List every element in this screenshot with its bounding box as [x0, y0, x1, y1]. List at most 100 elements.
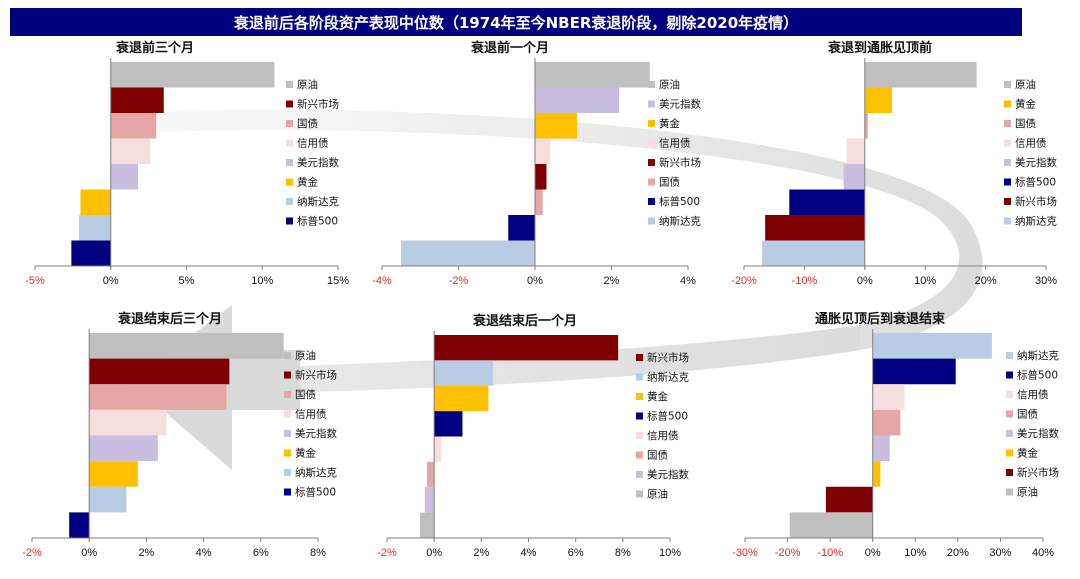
legend-item: 黄金 — [648, 117, 680, 130]
legend-item: 新兴市场 — [286, 98, 339, 111]
legend-label: 新兴市场 — [647, 351, 689, 364]
legend-swatch — [1006, 352, 1013, 359]
x-tick-label: 0% — [857, 275, 873, 287]
legend-swatch — [286, 217, 293, 225]
legend-label: 纳斯达克 — [1017, 349, 1059, 362]
x-tick-label: 4% — [521, 547, 537, 559]
x-tick-label: 40% — [1032, 547, 1054, 559]
x-tick-label: 15% — [327, 275, 349, 287]
bar-纳斯达克 — [762, 240, 865, 266]
bar-原油 — [110, 62, 275, 88]
legend-swatch — [648, 139, 655, 147]
bar-纳斯达克 — [401, 240, 535, 266]
legend-item: 国债 — [1006, 408, 1038, 421]
bar-黄金 — [434, 385, 489, 412]
legend-swatch — [1004, 120, 1011, 127]
legend-item: 信用债 — [1004, 137, 1047, 150]
bar-国债 — [427, 461, 435, 488]
x-tick-label: 4% — [196, 547, 212, 559]
x-tick-label: -2% — [377, 547, 397, 559]
legend-item: 美元指数 — [648, 98, 701, 111]
legend-item: 信用债 — [648, 137, 691, 150]
x-tick-label: 20% — [975, 275, 997, 287]
chart-title: 衰退前一个月 — [470, 40, 549, 56]
legend-item: 纳斯达克 — [1004, 215, 1057, 228]
legend-item: 国债 — [648, 176, 680, 189]
legend-swatch — [286, 81, 293, 88]
legend-swatch — [286, 159, 293, 166]
legend-label: 黄金 — [295, 447, 316, 460]
bar-信用债 — [89, 409, 167, 436]
legend-swatch — [286, 100, 293, 108]
legend-label: 纳斯达克 — [647, 371, 689, 384]
legend-item: 信用债 — [1006, 388, 1049, 401]
x-tick-label: 10% — [659, 547, 681, 559]
bar-纳斯达克 — [78, 215, 111, 241]
bar-黄金 — [864, 87, 892, 113]
legend-label: 国债 — [297, 117, 318, 130]
legend-swatch — [636, 412, 643, 420]
bar-国债 — [872, 409, 901, 436]
x-tick-label: -20% — [731, 275, 757, 287]
legend-item: 国债 — [636, 449, 668, 462]
x-tick-label: -2% — [449, 275, 469, 287]
x-tick-label: 2% — [473, 547, 489, 559]
legend-label: 国债 — [1017, 408, 1038, 421]
legend-swatch — [286, 120, 293, 127]
x-tick-label: 6% — [253, 547, 269, 559]
legend-label: 原油 — [1017, 486, 1038, 499]
chart-panel-4: 衰退结束后三个月 -2% 0% 2% 4% 6% 8% 原油新兴市场国债信用债美元指数黄金纳斯… — [22, 311, 337, 559]
legend-label: 国债 — [659, 176, 680, 189]
x-tick-label: 0% — [426, 547, 442, 559]
flow-arrow-top-band — [140, 109, 983, 350]
x-tick-label: 4% — [680, 275, 696, 287]
bar-标普500 — [789, 189, 865, 215]
bar-新兴市场 — [434, 335, 619, 361]
x-tick-label: 8% — [310, 547, 326, 559]
legend-item: 标普500 — [284, 486, 336, 499]
bar-标普500 — [71, 240, 111, 266]
x-tick-label: 0% — [527, 275, 543, 287]
chart-title: 衰退结束后三个月 — [117, 311, 222, 327]
legend-swatch — [1006, 488, 1013, 496]
legend-item: 原油 — [1004, 78, 1036, 91]
x-tick-label: 0% — [103, 275, 119, 287]
legend-label: 新兴市场 — [297, 98, 339, 111]
legend-item: 美元指数 — [636, 468, 689, 481]
x-tick-label: -5% — [25, 275, 45, 287]
legend-swatch — [648, 120, 655, 127]
bar-美元指数 — [424, 487, 435, 513]
legend-item: 国债 — [284, 388, 316, 401]
bar-新兴市场 — [825, 486, 873, 513]
legend-label: 黄金 — [659, 117, 680, 130]
legend-swatch — [648, 178, 655, 186]
legend-label: 国债 — [295, 388, 316, 401]
legend-swatch — [1006, 410, 1013, 418]
legend-item: 标普500 — [1004, 176, 1056, 189]
bar-信用债 — [434, 436, 442, 462]
legend-item: 原油 — [648, 78, 680, 91]
x-tick-label: 2% — [138, 547, 154, 559]
bar-标普500 — [872, 358, 956, 385]
legend-item: 美元指数 — [286, 156, 339, 169]
x-tick-label: 6% — [568, 547, 584, 559]
x-tick-label: 10% — [914, 275, 936, 287]
legend-item: 纳斯达克 — [636, 371, 689, 384]
legend-swatch — [284, 371, 291, 379]
legend-label: 美元指数 — [295, 427, 337, 440]
bar-信用债 — [110, 138, 151, 164]
bar-纳斯达克 — [872, 333, 992, 359]
bar-黄金 — [535, 113, 578, 139]
legend-label: 黄金 — [1015, 98, 1037, 111]
bar-信用债 — [535, 138, 551, 164]
x-tick-label: 0% — [81, 547, 97, 559]
x-tick-label: -30% — [732, 547, 758, 559]
chart-title: 衰退到通胀见顶前 — [827, 40, 932, 56]
legend-item: 标普500 — [648, 195, 700, 208]
legend-label: 纳斯达克 — [295, 466, 337, 479]
bar-黄金 — [872, 461, 881, 487]
legend-swatch — [284, 430, 291, 437]
bar-新兴市场 — [110, 87, 164, 113]
legend-swatch — [648, 81, 655, 88]
